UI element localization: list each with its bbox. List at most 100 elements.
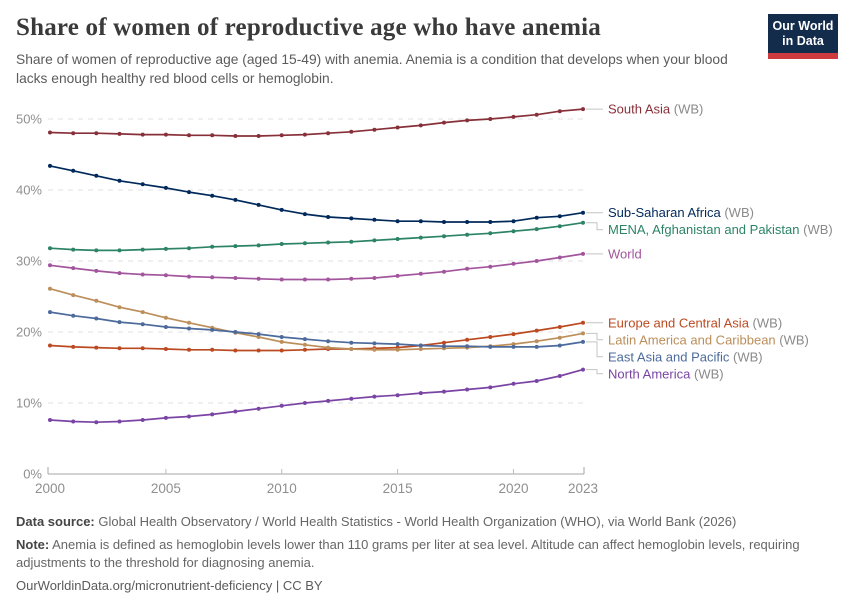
data-point — [71, 266, 76, 271]
data-point — [534, 112, 539, 117]
data-point — [210, 347, 215, 352]
citation-link[interactable]: OurWorldinData.org/micronutrient-deficie… — [16, 577, 323, 593]
data-point — [187, 326, 191, 331]
data-point — [557, 335, 562, 340]
series-line-mena-afghanistan-and-pakistan[interactable] — [49, 221, 584, 252]
owid-logo-line1: Our World — [772, 19, 834, 33]
series-points-sub-saharan-africa — [48, 163, 585, 224]
data-point — [233, 330, 238, 334]
data-point — [557, 343, 562, 348]
data-point — [163, 325, 168, 329]
owid-logo-line2: in Data — [782, 33, 824, 48]
data-point — [534, 339, 539, 344]
label-connector-east-asia-and-pacific — [586, 341, 603, 358]
series-label-sub-saharan-africa[interactable]: Sub-Saharan Africa (WB) — [608, 205, 754, 220]
data-point — [418, 235, 423, 240]
data-point — [326, 345, 331, 350]
data-point — [163, 347, 168, 351]
series-label-east-asia-and-pacific[interactable]: East Asia and Pacific (WB) — [608, 349, 763, 364]
series-line-east-asia-and-pacific[interactable] — [49, 311, 584, 348]
data-point — [94, 316, 99, 321]
data-point — [256, 276, 261, 281]
y-tick-label-10: 10% — [16, 396, 42, 411]
owid-logo[interactable]: Our World in Data — [768, 14, 838, 59]
series-line-north-america[interactable] — [49, 368, 584, 424]
data-point — [279, 339, 284, 344]
data-point — [372, 127, 377, 132]
data-point — [534, 379, 539, 383]
data-point — [418, 123, 423, 128]
series-label-mena-afghanistan-and-pakistan[interactable]: MENA, Afghanistan and Pakistan (WB) — [608, 222, 833, 237]
data-point — [511, 344, 516, 349]
data-point — [117, 178, 122, 183]
data-point — [442, 340, 446, 345]
data-point — [71, 419, 76, 424]
series-line-south-asia[interactable] — [49, 108, 584, 137]
data-point — [465, 232, 470, 237]
series-label-north-america[interactable]: North America (WB) — [608, 366, 724, 381]
data-point — [256, 202, 261, 207]
series-line-europe-and-central-asia[interactable] — [49, 321, 584, 352]
series-end-labels: South Asia (WB) Sub-Saharan Africa (WB) ME… — [586, 102, 833, 381]
data-point — [117, 305, 122, 310]
data-point — [140, 272, 145, 277]
data-point — [279, 403, 284, 408]
data-point — [210, 193, 215, 198]
series-sub-saharan-africa[interactable] — [48, 163, 585, 224]
series-line-world[interactable] — [49, 253, 584, 281]
series-label-world[interactable]: World — [608, 246, 642, 261]
chart-header: Share of women of reproductive age who h… — [0, 0, 850, 95]
series-mena-afghanistan-and-pakistan[interactable] — [48, 220, 585, 253]
series-europe-and-central-asia[interactable] — [48, 320, 585, 353]
data-point — [302, 241, 307, 246]
data-source-text: Global Health Observatory / World Health… — [98, 514, 737, 529]
series-east-asia-and-pacific[interactable] — [48, 310, 585, 349]
data-point — [442, 220, 446, 224]
data-point — [187, 320, 191, 325]
data-point — [465, 266, 470, 271]
series-south-asia[interactable] — [48, 107, 585, 138]
series-points-latin-america-and-caribbean — [48, 286, 585, 352]
data-point — [372, 347, 377, 352]
data-point — [581, 210, 585, 215]
x-tick-label-2020: 2020 — [498, 481, 528, 496]
data-point — [94, 345, 99, 350]
series-world[interactable] — [48, 251, 585, 282]
data-point — [488, 344, 493, 349]
series-line-latin-america-and-caribbean[interactable] — [49, 287, 584, 351]
data-point — [326, 277, 331, 282]
data-point — [256, 243, 261, 248]
data-point — [140, 182, 145, 187]
data-point — [279, 348, 284, 353]
data-point — [442, 234, 446, 239]
data-point — [94, 420, 99, 425]
x-tick-label-2010: 2010 — [267, 481, 297, 496]
data-point — [48, 130, 52, 135]
series-label-latin-america-and-caribbean[interactable]: Latin America and Caribbean (WB) — [608, 332, 809, 347]
data-point — [511, 261, 516, 266]
data-point — [48, 310, 52, 315]
x-tick-label-2000: 2000 — [35, 481, 65, 496]
data-point — [442, 120, 446, 125]
data-point — [48, 418, 52, 422]
series-label-europe-and-central-asia[interactable]: Europe and Central Asia (WB) — [608, 315, 782, 330]
data-point — [48, 286, 52, 291]
data-point — [326, 131, 331, 136]
data-source-label: Data source: — [16, 514, 95, 529]
data-point — [395, 125, 400, 130]
series-line-sub-saharan-africa[interactable] — [49, 165, 584, 223]
line-chart: 0% 10% 20% 30% 40% 50% 2000 2005 2010 2015 2020 202… — [16, 102, 833, 496]
data-point — [349, 216, 354, 221]
series-latin-america-and-caribbean[interactable] — [48, 286, 585, 352]
data-point — [418, 347, 423, 351]
data-point — [302, 401, 307, 405]
data-point — [187, 190, 191, 195]
data-point — [48, 343, 52, 348]
series-north-america[interactable] — [48, 367, 585, 425]
data-point — [163, 273, 168, 278]
series-points-europe-and-central-asia — [48, 320, 585, 353]
data-point — [581, 331, 585, 336]
data-point — [210, 133, 215, 138]
label-connector-mena-afghanistan-and-pakistan — [586, 222, 603, 231]
series-label-south-asia[interactable]: South Asia (WB) — [608, 102, 703, 117]
